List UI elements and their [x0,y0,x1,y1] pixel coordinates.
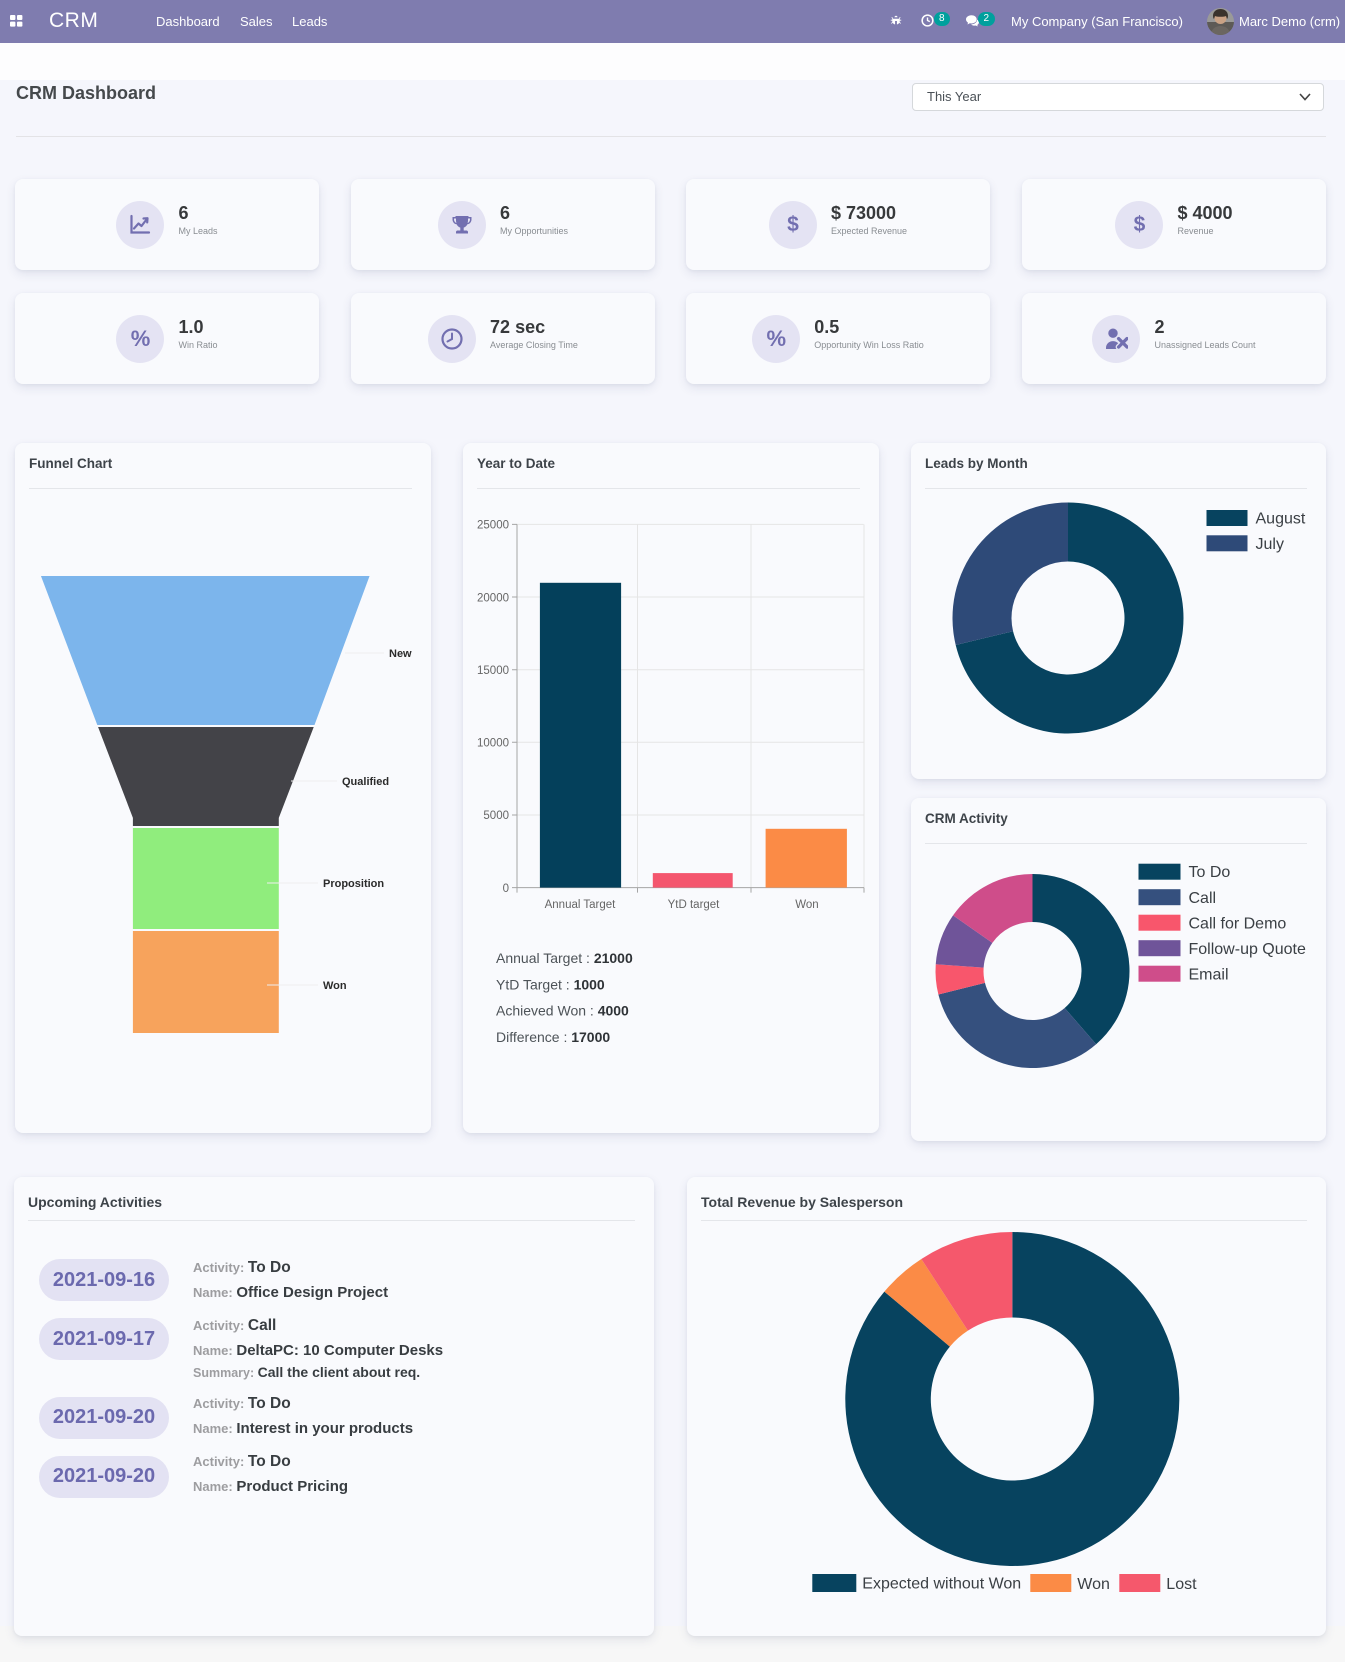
svg-text:Won: Won [1077,1576,1110,1593]
svg-text:Proposition: Proposition [323,878,384,890]
svg-text:YtD Target : 1000: YtD Target : 1000 [496,976,605,992]
svg-text:Difference : 17000: Difference : 17000 [496,1029,610,1045]
svg-text:Qualified: Qualified [342,776,389,788]
svg-text:15000: 15000 [477,665,509,677]
svg-text:To Do: To Do [1189,864,1231,881]
svg-text:10000: 10000 [477,738,509,750]
svg-text:Annual Target : 21000: Annual Target : 21000 [496,950,633,966]
svg-text:0: 0 [503,883,509,895]
svg-text:Follow-up Quote: Follow-up Quote [1189,941,1306,958]
svg-text:5000: 5000 [483,810,509,822]
svg-text:Lost: Lost [1166,1576,1197,1593]
svg-text:25000: 25000 [477,520,509,532]
svg-text:20000: 20000 [477,592,509,604]
svg-text:Call: Call [1189,890,1217,907]
svg-text:New: New [389,648,412,660]
svg-text:YtD target: YtD target [668,899,721,911]
svg-text:Achieved Won : 4000: Achieved Won : 4000 [496,1003,629,1019]
svg-text:Won: Won [323,980,347,992]
svg-text:Annual Target: Annual Target [545,899,617,911]
svg-text:Call for Demo: Call for Demo [1189,916,1287,933]
svg-text:Email: Email [1189,967,1229,984]
svg-text:Won: Won [795,899,818,911]
svg-text:Expected without Won: Expected without Won [862,1576,1021,1593]
svg-text:August: August [1256,511,1306,528]
svg-text:July: July [1256,536,1284,553]
